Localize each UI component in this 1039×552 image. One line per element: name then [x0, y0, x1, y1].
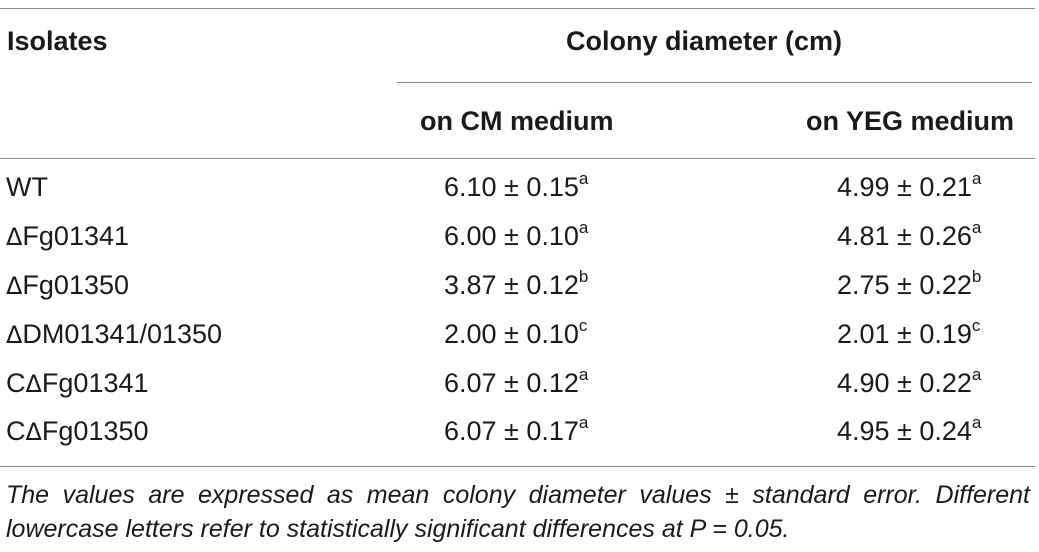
- header-isolates: Isolates: [7, 26, 108, 56]
- table-row: CΔFg01350 6.07 ± 0.17a 4.95 ± 0.24a: [0, 413, 1039, 464]
- table-row: WT 6.10 ± 0.15a 4.99 ± 0.21a: [0, 169, 1039, 220]
- isolate-cell: CΔFg01341: [6, 368, 149, 398]
- header-on-yeg-medium: on YEG medium: [806, 106, 1015, 136]
- yeg-value-cell: 4.81 ± 0.26a: [837, 218, 982, 251]
- cm-value-cell: 6.07 ± 0.17a: [444, 413, 589, 446]
- table-row: ΔDM01341/01350 2.00 ± 0.10c 2.01 ± 0.19c: [0, 316, 1039, 367]
- isolate-cell: CΔFg01350: [6, 416, 149, 446]
- table-row: CΔFg01341 6.07 ± 0.12a 4.90 ± 0.22a: [0, 365, 1039, 416]
- yeg-value-cell: 4.95 ± 0.24a: [837, 413, 982, 446]
- header-on-cm-medium: on CM medium: [420, 106, 614, 136]
- isolate-cell: ΔDM01341/01350: [6, 319, 223, 349]
- table-row: ΔFg01350 3.87 ± 0.12b 2.75 ± 0.22b: [0, 267, 1039, 318]
- spanner-rule: [397, 82, 1032, 83]
- table-row: ΔFg01341 6.00 ± 0.10a 4.81 ± 0.26a: [0, 218, 1039, 269]
- bottom-rule: [0, 466, 1035, 467]
- isolate-cell: ΔFg01341: [6, 221, 130, 251]
- cm-value-cell: 6.07 ± 0.12a: [444, 365, 589, 398]
- top-rule: [0, 8, 1035, 9]
- yeg-value-cell: 2.01 ± 0.19c: [837, 316, 981, 349]
- table-footnote: The values are expressed as mean colony …: [6, 481, 1030, 543]
- cm-value-cell: 2.00 ± 0.10c: [444, 316, 588, 349]
- header-rule: [0, 158, 1035, 159]
- yeg-value-cell: 4.90 ± 0.22a: [837, 365, 982, 398]
- cm-value-cell: 6.10 ± 0.15a: [444, 169, 589, 202]
- header-colony-diameter: Colony diameter (cm): [566, 26, 843, 56]
- cm-value-cell: 3.87 ± 0.12b: [444, 267, 589, 300]
- yeg-value-cell: 4.99 ± 0.21a: [837, 169, 982, 202]
- isolate-cell: WT: [6, 172, 48, 202]
- isolate-cell: ΔFg01350: [6, 270, 130, 300]
- cm-value-cell: 6.00 ± 0.10a: [444, 218, 589, 251]
- yeg-value-cell: 2.75 ± 0.22b: [837, 267, 982, 300]
